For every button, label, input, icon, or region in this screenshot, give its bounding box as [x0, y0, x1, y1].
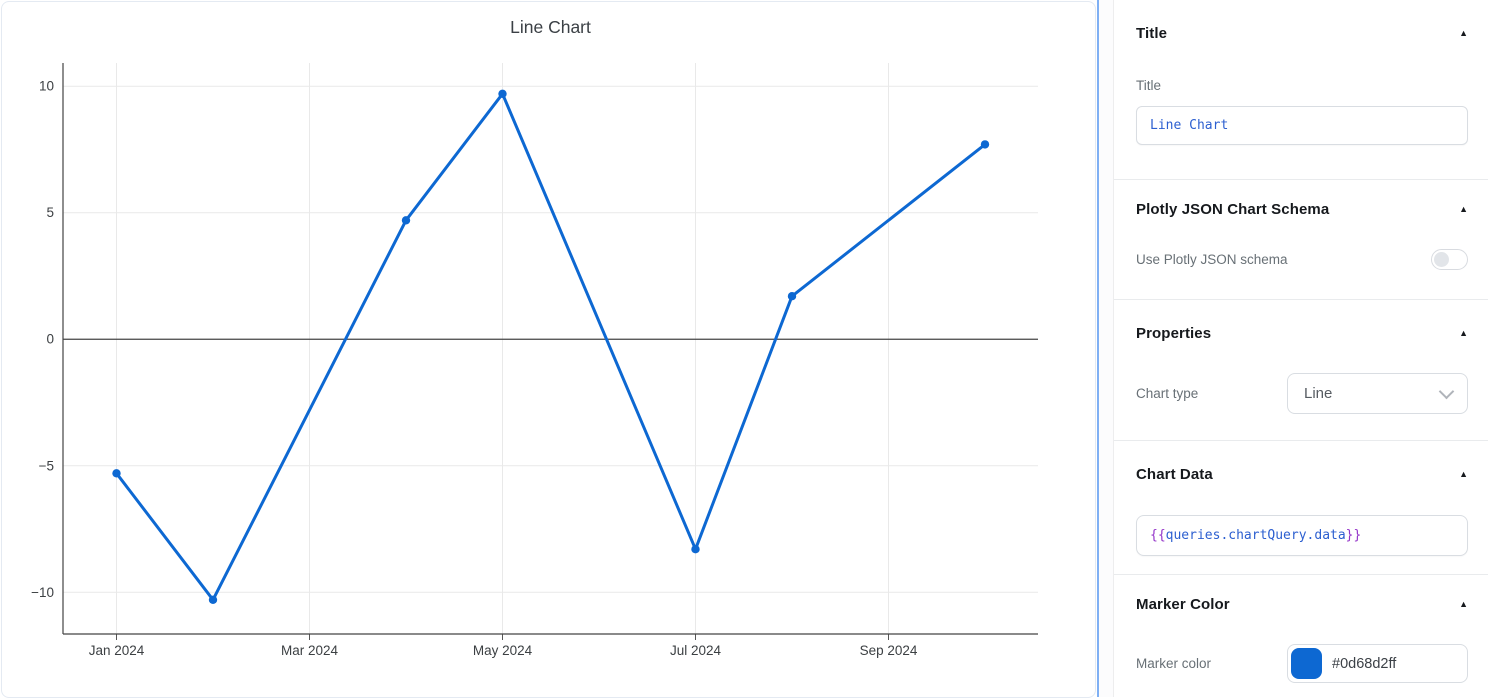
- marker-color-label: Marker color: [1136, 656, 1212, 671]
- widget-selection-border: [1097, 0, 1099, 697]
- chart-type-label: Chart type: [1136, 386, 1199, 401]
- chart-data-input[interactable]: {{queries.chartQuery.data}}: [1136, 515, 1468, 556]
- section-properties-header[interactable]: Properties ▲: [1136, 324, 1468, 342]
- x-tick-label: Sep 2024: [860, 643, 918, 658]
- x-tick-label: Jan 2024: [89, 643, 145, 658]
- data-point: [208, 595, 218, 604]
- chart-type-dropdown[interactable]: Line: [1287, 373, 1468, 414]
- marker-color-value: #0d68d2ff: [1332, 655, 1397, 672]
- y-tick-label: −10: [31, 585, 54, 600]
- title-input-value: Line Chart: [1150, 118, 1229, 133]
- section-plotly-heading: Plotly JSON Chart Schema: [1136, 200, 1330, 218]
- canvas-panel-gap: [1099, 0, 1113, 697]
- data-point: [401, 216, 411, 225]
- inspector-panel: Title ▲ Title Line Chart Plotly JSON Cha…: [1113, 0, 1488, 697]
- collapse-icon[interactable]: ▲: [1459, 327, 1468, 338]
- title-field-label: Title: [1136, 78, 1162, 93]
- section-marker-color-header[interactable]: Marker Color ▲: [1136, 595, 1468, 613]
- plotly-schema-toggle[interactable]: [1431, 249, 1468, 270]
- y-tick-label: 0: [46, 332, 54, 347]
- section-title: Title ▲ Title Line Chart: [1114, 0, 1488, 180]
- title-input[interactable]: Line Chart: [1136, 106, 1468, 145]
- collapse-icon[interactable]: ▲: [1459, 203, 1468, 214]
- section-properties-heading: Properties: [1136, 324, 1212, 342]
- line-series: [115, 92, 987, 602]
- y-tick-label: 5: [46, 205, 54, 220]
- app-canvas: Jan 2024 Mar 2024 May 2024 Jul 2024 Sep 2024…: [0, 0, 1097, 698]
- section-chart-data-heading: Chart Data: [1136, 465, 1213, 483]
- collapse-icon[interactable]: ▲: [1459, 27, 1468, 38]
- y-tick-label: −5: [39, 458, 54, 473]
- section-plotly-header[interactable]: Plotly JSON Chart Schema ▲: [1136, 200, 1468, 218]
- x-tick-label: Jul 2024: [670, 643, 722, 658]
- line-chart-widget[interactable]: Jan 2024 Mar 2024 May 2024 Jul 2024 Sep 2024…: [1, 1, 1096, 698]
- section-chart-data-header[interactable]: Chart Data ▲: [1136, 465, 1468, 483]
- section-plotly-schema: Plotly JSON Chart Schema ▲ Use Plotly JS…: [1114, 180, 1488, 300]
- chart-title: Line Chart: [510, 17, 591, 37]
- section-chart-data: Chart Data ▲ {{queries.chartQuery.data}}: [1114, 441, 1488, 575]
- chart-data-input-value: {{queries.chartQuery.data}}: [1150, 528, 1362, 543]
- marker-color-picker[interactable]: #0d68d2ff: [1287, 644, 1468, 683]
- data-point: [787, 292, 797, 301]
- section-marker-color-heading: Marker Color: [1136, 595, 1230, 613]
- line-chart: Jan 2024 Mar 2024 May 2024 Jul 2024 Sep 2024…: [31, 17, 1038, 658]
- toggle-knob: [1434, 252, 1449, 267]
- collapse-icon[interactable]: ▲: [1459, 468, 1468, 479]
- data-point: [112, 469, 121, 478]
- x-tick-label: May 2024: [473, 643, 533, 658]
- section-title-header[interactable]: Title ▲: [1136, 24, 1468, 42]
- y-tick-label: 10: [39, 79, 54, 94]
- marker-color-swatch: [1291, 648, 1322, 679]
- section-properties: Properties ▲ Chart type Line: [1114, 300, 1488, 441]
- data-point: [498, 89, 507, 99]
- chevron-down-icon: [1438, 383, 1455, 399]
- chart-type-value: Line: [1304, 385, 1333, 402]
- x-tick-label: Mar 2024: [281, 643, 339, 658]
- plotly-toggle-label: Use Plotly JSON schema: [1136, 252, 1288, 267]
- data-point: [691, 545, 700, 554]
- collapse-icon[interactable]: ▲: [1459, 598, 1468, 609]
- data-point: [980, 140, 990, 149]
- section-title-heading: Title: [1136, 24, 1168, 42]
- section-marker-color: Marker Color ▲ Marker color #0d68d2ff: [1114, 575, 1488, 697]
